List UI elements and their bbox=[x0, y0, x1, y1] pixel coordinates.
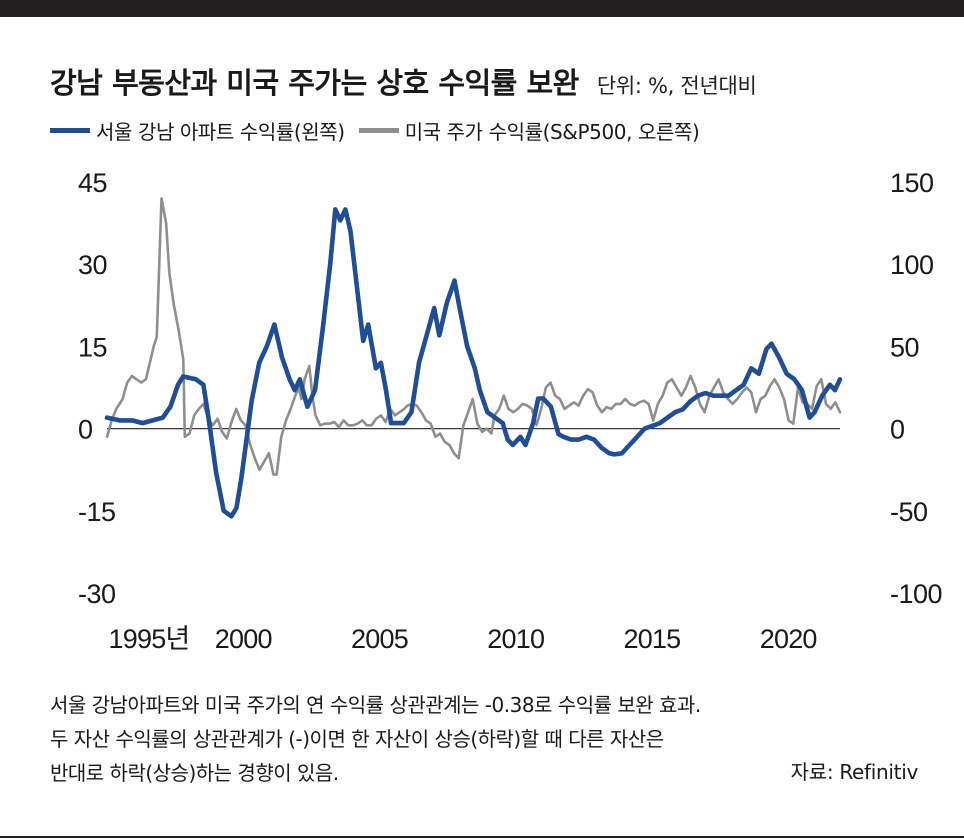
series-line-sp500 bbox=[105, 197, 842, 476]
legend-item-gangnam: 서울 강남 아파트 수익률(왼쪽) bbox=[50, 116, 345, 145]
y-right-tick-label: -100 bbox=[890, 579, 942, 609]
legend-label-gangnam: 서울 강남 아파트 수익률(왼쪽) bbox=[96, 120, 345, 144]
footnote-line-2: 두 자산 수익률의 상관관계가 (-)이면 한 자산이 상승(하락)할 때 다른… bbox=[50, 727, 664, 751]
series-line-gangnam bbox=[104, 207, 843, 519]
y-right-tick-label: 100 bbox=[890, 250, 934, 280]
y-left-tick-label: -15 bbox=[78, 497, 116, 527]
top-bar bbox=[0, 0, 964, 17]
y-right-tick-label: -50 bbox=[890, 497, 928, 527]
source-label: 자료: Refinitiv bbox=[790, 760, 919, 784]
bottom-rule bbox=[0, 836, 964, 838]
y-left-tick-label: 45 bbox=[78, 168, 107, 198]
header: 강남 부동산과 미국 주가는 상호 수익률 보완 단위: %, 전년대비 bbox=[50, 60, 757, 102]
x-tick-label: 2015 bbox=[624, 624, 681, 654]
y-right-tick-label: 50 bbox=[890, 332, 919, 362]
legend: 서울 강남 아파트 수익률(왼쪽) 미국 주가 수익률(S&P500, 오른쪽) bbox=[50, 116, 713, 145]
unit-label: 단위: %, 전년대비 bbox=[596, 74, 757, 98]
y-left-tick-label: 15 bbox=[78, 332, 107, 362]
footnote-line-1: 서울 강남아파트와 미국 주가의 연 수익률 상관관계는 -0.38로 수익률 … bbox=[50, 693, 701, 717]
x-tick-label: 2010 bbox=[487, 624, 544, 654]
x-tick-label: 2000 bbox=[215, 624, 272, 654]
legend-swatch-gangnam bbox=[50, 128, 90, 133]
y-right-tick-label: 150 bbox=[890, 168, 934, 198]
x-tick-label: 2005 bbox=[351, 624, 408, 654]
legend-swatch-sp500 bbox=[358, 128, 399, 133]
y-left-tick-label: -30 bbox=[78, 579, 116, 609]
footnote: 서울 강남아파트와 미국 주가의 연 수익률 상관관계는 -0.38로 수익률 … bbox=[50, 688, 920, 790]
legend-item-sp500: 미국 주가 수익률(S&P500, 오른쪽) bbox=[358, 116, 700, 145]
chart-title: 강남 부동산과 미국 주가는 상호 수익률 보완 bbox=[50, 66, 579, 100]
footnote-line-3: 반대로 하락(상승)하는 경향이 있음. bbox=[50, 761, 339, 785]
y-left-tick-label: 0 bbox=[78, 415, 93, 445]
x-tick-label: 1995년 bbox=[109, 624, 190, 654]
legend-label-sp500: 미국 주가 수익률(S&P500, 오른쪽) bbox=[404, 120, 700, 144]
y-right-tick-label: 0 bbox=[890, 415, 905, 445]
y-left-tick-label: 30 bbox=[78, 250, 107, 280]
x-tick-label: 2020 bbox=[760, 624, 817, 654]
